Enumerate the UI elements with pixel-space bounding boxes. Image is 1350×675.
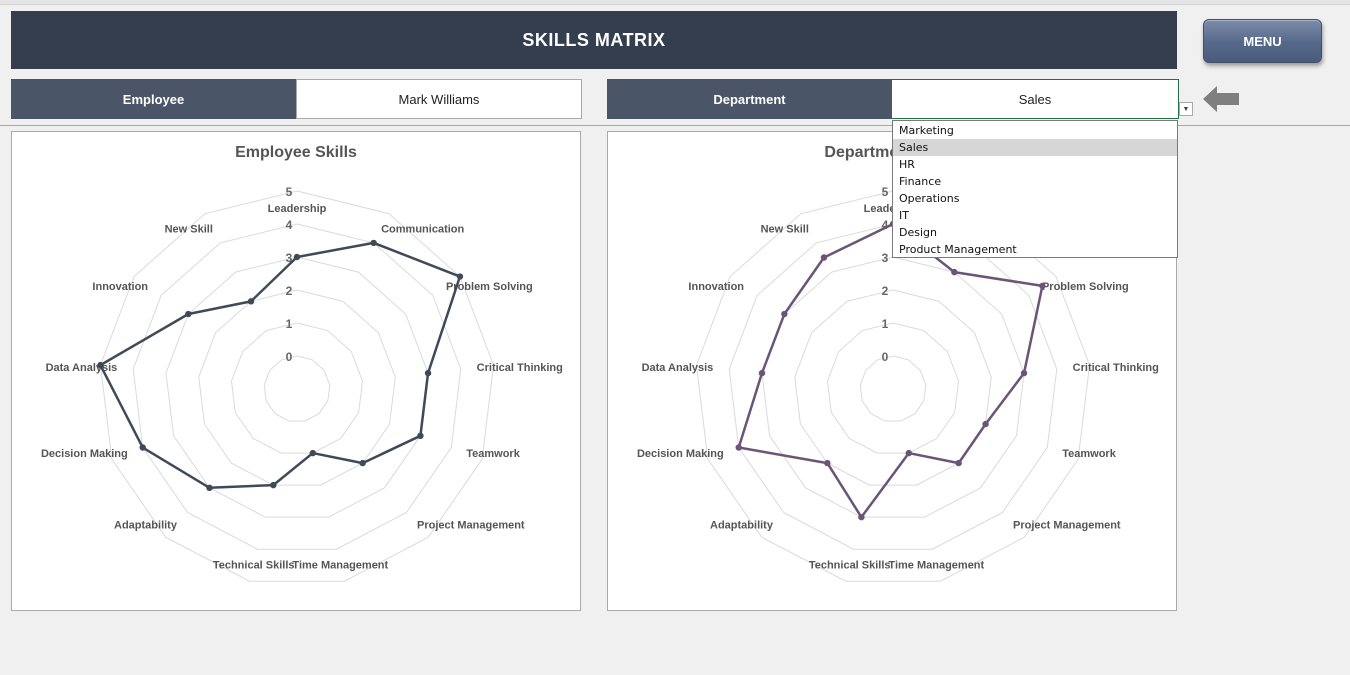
grid-ring: [695, 190, 1091, 582]
data-point: [309, 449, 316, 457]
data-point: [270, 481, 277, 489]
chevron-down-icon[interactable]: ▼: [1179, 102, 1193, 116]
data-point: [359, 459, 366, 467]
dropdown-option[interactable]: HR: [899, 158, 915, 171]
tick-label: 3: [286, 251, 293, 265]
category-label: Decision Making: [637, 448, 724, 460]
data-point: [417, 432, 424, 440]
department-dropdown-list[interactable]: Marketing Sales HR Finance Operations IT Desig…: [892, 120, 1178, 258]
data-point: [951, 268, 958, 276]
category-label: New Skill: [165, 224, 213, 236]
category-label: Data Analysis: [642, 362, 714, 374]
grid-ring: [132, 223, 462, 550]
dropdown-option[interactable]: Design: [899, 226, 937, 239]
department-label: Department: [607, 79, 892, 119]
grid-ring: [826, 322, 960, 454]
category-label: Decision Making: [41, 448, 128, 460]
data-point: [370, 239, 377, 247]
dropdown-option[interactable]: Sales: [893, 139, 1177, 156]
category-label: Communication: [381, 224, 464, 236]
grid-ring: [99, 190, 495, 582]
grid-ring: [859, 355, 927, 422]
left-arrow-icon[interactable]: [1203, 86, 1241, 112]
dropdown-option[interactable]: Finance: [899, 175, 942, 188]
tick-label: 5: [882, 185, 889, 199]
series-line: [737, 222, 1044, 519]
data-point: [1039, 282, 1046, 290]
category-label: Problem Solving: [1042, 281, 1129, 293]
category-label: Adaptability: [114, 519, 178, 531]
menu-button[interactable]: MENU: [1203, 19, 1322, 63]
category-label: New Skill: [761, 224, 809, 236]
tick-label: 2: [882, 284, 889, 298]
tick-label: 1: [882, 317, 889, 331]
grid-ring: [165, 256, 429, 518]
category-label: Project Management: [1013, 519, 1121, 531]
category-label: Project Management: [417, 519, 525, 531]
category-label: Innovation: [92, 281, 148, 293]
category-label: Technical Skills: [213, 560, 295, 572]
divider: [0, 125, 1350, 126]
tick-label: 4: [882, 218, 889, 232]
employee-field[interactable]: Mark Williams: [296, 79, 582, 119]
grid-ring: [761, 256, 1025, 518]
tick-label: 0: [286, 350, 293, 364]
data-point: [424, 369, 432, 377]
tick-label: 4: [286, 218, 293, 232]
grid-ring: [198, 289, 396, 486]
employee-label: Employee: [11, 79, 296, 119]
page-title: SKILLS MATRIX: [11, 11, 1177, 69]
category-label: Technical Skills: [809, 560, 891, 572]
grid-ring: [230, 322, 364, 454]
category-label: Leadership: [268, 203, 327, 215]
category-label: Adaptability: [710, 519, 774, 531]
employee-radar-svg: 0 1 2 3 4 5 Leadership Communication Problem Sol…: [41, 185, 563, 582]
tick-label: 3: [882, 251, 889, 265]
data-point: [982, 420, 989, 428]
data-point: [206, 484, 213, 492]
dropdown-option[interactable]: Marketing: [899, 124, 954, 137]
series-line: [99, 241, 462, 490]
dropdown-option[interactable]: Product Management: [899, 243, 1017, 256]
category-label: Problem Solving: [446, 281, 533, 293]
data-point: [139, 444, 146, 451]
category-label: Time Management: [888, 560, 984, 572]
category-label: Time Management: [292, 560, 388, 572]
data-point: [858, 513, 865, 521]
chart-title: Employee Skills: [235, 144, 357, 161]
data-point: [735, 444, 742, 451]
data-point: [1020, 369, 1028, 377]
category-label: Teamwork: [1062, 448, 1116, 460]
data-point: [781, 310, 788, 318]
category-label: Innovation: [688, 281, 744, 293]
data-point: [758, 369, 766, 377]
data-point: [293, 253, 301, 261]
grid-ring: [728, 223, 1058, 550]
data-point: [456, 273, 464, 280]
tick-label: 0: [882, 350, 889, 364]
dropdown-option[interactable]: IT: [899, 209, 909, 222]
dropdown-option[interactable]: Operations: [899, 192, 960, 205]
category-label: Data Analysis: [46, 362, 118, 374]
tick-label: 1: [286, 317, 293, 331]
data-point: [247, 298, 255, 305]
category-label: Teamwork: [466, 448, 520, 460]
category-label: Critical Thinking: [477, 362, 563, 374]
data-point: [820, 254, 828, 261]
data-point: [185, 310, 192, 318]
tick-label: 2: [286, 284, 293, 298]
tick-label: 5: [286, 185, 293, 199]
data-point: [97, 361, 104, 369]
grid-ring: [263, 355, 331, 422]
employee-skills-chart: Employee Skills 0 1 2 3 4 5 Leadership Communic…: [11, 131, 581, 611]
category-label: Critical Thinking: [1073, 362, 1159, 374]
grid-ring: [794, 289, 992, 486]
department-field[interactable]: Sales: [891, 79, 1179, 119]
top-border: [0, 0, 1350, 5]
data-point: [955, 459, 962, 467]
data-point: [905, 449, 912, 457]
data-point: [824, 459, 831, 467]
